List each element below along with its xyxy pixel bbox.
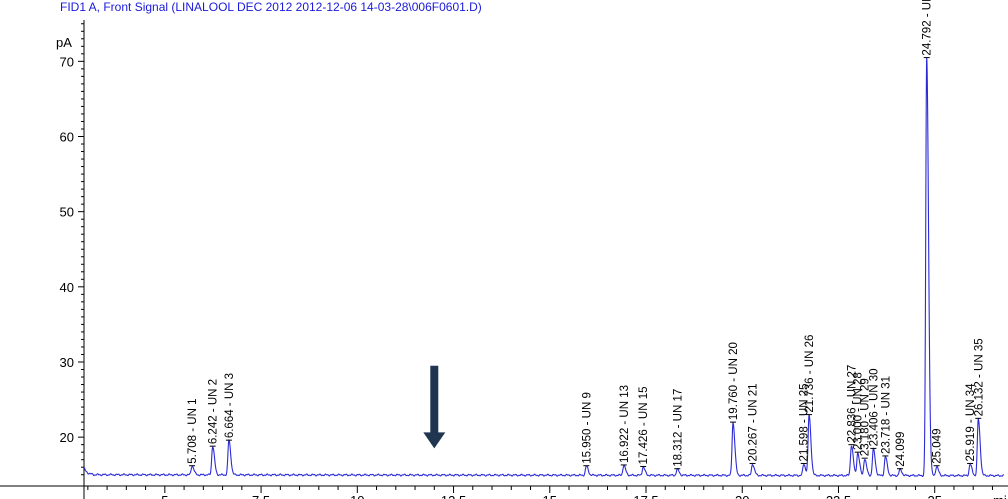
peak-label: 19.760 - UN 20 <box>728 342 740 420</box>
x-tick-label: 25 <box>927 493 941 499</box>
peak-label: 23.718 - UN 31 <box>880 376 892 454</box>
y-tick-label: 40 <box>60 280 74 295</box>
plot-area <box>83 57 1005 478</box>
x-axis: 5 7.5 10 12.5 15 17.5 20 22.5 25 mi <box>0 485 1008 499</box>
x-tick-label: 10 <box>350 493 364 499</box>
arrow-head <box>423 432 446 449</box>
x-tick-label: 5 <box>161 493 168 499</box>
peak-label: 26.132 - UN 35 <box>973 338 985 416</box>
peak-label: 17.426 - UN 15 <box>638 386 650 464</box>
peak-label: 24.099 <box>895 432 907 467</box>
peak-label: 21.736 - UN 26 <box>804 335 816 413</box>
peak-label: 22.836 - UN 27 <box>846 365 858 443</box>
peak-label: 16.922 - UN 13 <box>619 385 631 463</box>
x-tick-label: 15 <box>543 493 557 499</box>
peak-label: 21.598 - UN 25 <box>799 383 811 461</box>
y-tick-label: 70 <box>60 54 74 69</box>
annotations <box>423 365 446 449</box>
y-tick-label: 60 <box>60 130 74 145</box>
y-axis-label: pA <box>56 35 72 50</box>
peak-label: 23.180 - UN 29 <box>860 378 872 456</box>
x-tick-label: 7.5 <box>252 493 270 499</box>
peak-label: 6.664 - UN 3 <box>224 373 236 438</box>
x-axis-label: mi <box>993 493 1007 499</box>
x-tick-label: 17.5 <box>633 493 658 499</box>
peak-label: 6.242 - UN 2 <box>208 379 220 444</box>
peak-label: 25.049 <box>932 429 944 464</box>
x-tick-label: 20 <box>735 493 749 499</box>
peak-labels: 5.708 - UN 1 6.242 - UN 2 6.664 - UN 3 15.9… <box>187 0 985 470</box>
peak-label: 23.406 - UN 30 <box>868 368 880 446</box>
chart-title: FID1 A, Front Signal (LINALOOL DEC 2012 … <box>60 0 482 14</box>
x-tick-label: 22.5 <box>826 493 851 499</box>
signal-trace <box>83 57 1005 478</box>
arrow-shaft <box>430 365 439 435</box>
peak-label: 20.267 - UN 21 <box>748 383 760 461</box>
peak-label: 25.919 - UN 34 <box>965 383 977 462</box>
y-tick-label: 20 <box>60 430 74 445</box>
peak-label: 15.950 - UN 9 <box>581 392 593 464</box>
y-axis: pA 20 30 40 50 60 70 <box>56 20 85 499</box>
peak-label: 24.792 - UN 32 <box>922 0 934 56</box>
y-tick-label: 30 <box>60 355 74 370</box>
y-tick-label: 50 <box>60 205 74 220</box>
peak-label: 5.708 - UN 1 <box>187 399 199 464</box>
peak-label: 23.000 - UN 28 <box>853 372 865 450</box>
x-tick-label: 12.5 <box>441 493 466 499</box>
peak-label: 18.312 - UN 17 <box>672 389 684 467</box>
